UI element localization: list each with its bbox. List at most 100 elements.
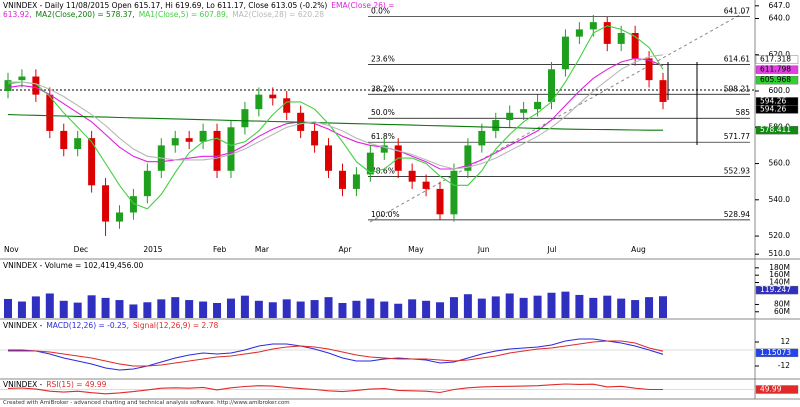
value-marker-label: 578.411 — [760, 125, 791, 134]
candle-body — [325, 145, 333, 171]
volume-bar — [422, 300, 431, 318]
value-marker — [755, 125, 799, 135]
volume-bar — [59, 300, 68, 318]
legend-entry: MACD(12,26) = -0.25, — [46, 321, 129, 330]
volume-bar — [491, 296, 500, 318]
value-marker-label: 119.247 — [760, 285, 791, 294]
fib-value: 585 — [736, 108, 751, 117]
volume-bar — [631, 300, 640, 318]
fib-value: 641.07 — [724, 7, 750, 16]
y-tick-label: 520.0 — [769, 231, 791, 240]
candle-body — [88, 138, 96, 186]
fib-value: 571.77 — [724, 132, 750, 141]
candle-body — [311, 130, 319, 146]
volume-bar — [115, 300, 124, 318]
volume-bar — [45, 293, 54, 318]
fib-value: 528.94 — [724, 210, 750, 219]
candle-body — [589, 22, 597, 30]
candle-body — [548, 69, 556, 102]
volume-bar — [87, 295, 96, 318]
legend-entry: MA2(Close,28) = 620.28 — [232, 10, 325, 19]
pane-header: VNINDEX - RSI(15) = 49.99 — [3, 380, 110, 389]
candle-body — [645, 58, 653, 81]
value-marker-label: 594.26 — [760, 96, 786, 105]
candle-body — [464, 145, 472, 171]
candle-body — [380, 145, 388, 153]
indicator-line — [8, 54, 664, 170]
volume-bar — [394, 303, 403, 318]
candle-body — [561, 36, 569, 70]
y-tick-label: 540.0 — [769, 195, 791, 204]
candle-body — [4, 80, 12, 92]
volume-bar — [254, 300, 263, 318]
value-marker-label: 605.968 — [760, 75, 791, 84]
fib-label: 61.8% — [371, 132, 395, 141]
candle-body — [631, 33, 639, 59]
y-tick-label: 12 — [780, 337, 790, 346]
value-marker — [755, 105, 799, 114]
x-tick-label: Jul — [547, 245, 557, 254]
x-tick-label: Nov — [4, 245, 19, 254]
pane-title: VNINDEX - Daily 11/08/2015 Open 615.17, … — [3, 1, 328, 10]
candle-body — [478, 130, 486, 146]
fib-value: 614.61 — [724, 55, 750, 64]
candle-body — [603, 22, 611, 44]
y-tick-label: 180M — [769, 263, 790, 272]
value-marker — [755, 76, 799, 85]
x-tick-label: Jun — [477, 245, 490, 254]
volume-bar — [408, 299, 417, 318]
volume-bar — [324, 297, 333, 318]
candle-body — [534, 101, 542, 110]
candle-body — [115, 212, 123, 222]
volume-bar — [449, 297, 458, 318]
candle-body — [32, 76, 40, 95]
legend-entry: MA1(Close,5) = 607.89, — [138, 10, 229, 19]
volume-bar — [645, 297, 654, 318]
candle-body — [283, 98, 291, 113]
y-tick-label: 60M — [774, 307, 790, 316]
legend-entry: RSI(15) = 49.99 — [46, 380, 107, 389]
legend-entry: EMA(Close,26) = 613.92, — [3, 1, 395, 19]
candle-body — [227, 127, 235, 171]
indicator-line — [8, 338, 664, 371]
volume-bar — [185, 300, 194, 318]
volume-bar — [380, 301, 389, 318]
indicator-line — [7, 25, 664, 210]
pane-title: VNINDEX - — [3, 380, 43, 389]
candle-body — [143, 170, 151, 197]
pane-header: VNINDEX - Volume = 102,419,456.00 — [3, 261, 147, 270]
candle-body — [575, 29, 583, 37]
candle-body — [366, 152, 374, 175]
footer: Created with AmiBroker - advanced charti… — [3, 400, 290, 406]
y-tick-label: 600.0 — [769, 86, 791, 95]
volume-bar — [463, 294, 472, 318]
volume-bar — [226, 298, 235, 318]
y-tick-label: 160M — [769, 270, 790, 279]
candle-body — [520, 109, 528, 113]
volume-bar — [129, 304, 138, 318]
volume-bar — [101, 297, 110, 318]
fib-label: 50.0% — [371, 108, 395, 117]
volume-bar — [143, 302, 152, 318]
candle-body — [269, 94, 277, 99]
value-marker — [755, 285, 799, 295]
fib-label: 78.6% — [371, 166, 395, 175]
volume-bar — [310, 300, 319, 318]
volume-bar — [296, 301, 305, 318]
candle-body — [422, 181, 430, 189]
candle-body — [450, 170, 458, 215]
volume-bar — [589, 297, 598, 318]
candle-body — [185, 138, 193, 142]
volume-bar — [366, 298, 375, 318]
value-marker-label: 1.15073 — [760, 348, 791, 357]
value-marker — [755, 348, 799, 358]
candle-body — [60, 130, 68, 150]
y-tick-label: 80M — [774, 299, 790, 308]
value-marker — [755, 55, 799, 64]
volume-bar — [519, 297, 528, 318]
y-tick-label: 640.0 — [769, 14, 791, 23]
volume-bar — [73, 302, 82, 318]
